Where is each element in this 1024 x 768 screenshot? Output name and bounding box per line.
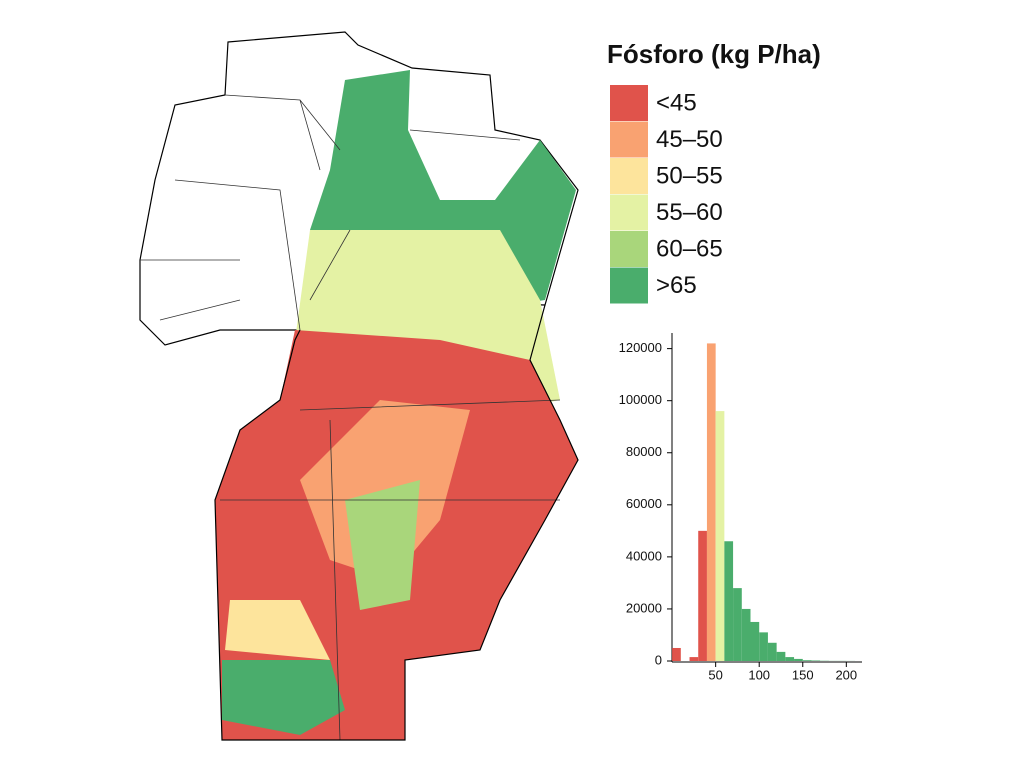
y-tick-label: 20000: [626, 600, 662, 615]
bar: [689, 657, 699, 661]
bar: [715, 411, 725, 661]
x-tick-label: 100: [748, 667, 770, 682]
y-tick-label: 100000: [619, 392, 662, 407]
histogram: 0 20000 40000 60000 80000 100000 120000 50 100 15…: [619, 333, 862, 682]
bar: [741, 608, 751, 661]
legend-label: 60–65: [656, 235, 723, 262]
x-tick-label: 200: [835, 667, 857, 682]
y-tick-label: 80000: [626, 444, 662, 459]
bar: [811, 660, 821, 661]
legend-swatch: [610, 121, 648, 158]
bar: [767, 642, 777, 661]
legend-swatch: [610, 85, 648, 121]
legend-label: >65: [656, 272, 697, 299]
department-lines: [140, 94, 561, 741]
map: [139, 31, 579, 741]
bar: [672, 647, 681, 661]
legend-title: Fósforo (kg P/ha): [607, 39, 821, 69]
legend: <45 45–50 50–55 55–60 60–65 >65: [610, 85, 723, 304]
bar: [706, 343, 716, 661]
bar: [750, 621, 760, 661]
zone-yellow: [225, 600, 330, 660]
bar: [776, 651, 786, 661]
legend-swatch: [610, 231, 648, 267]
x-tick-label: 150: [792, 667, 814, 682]
bar: [802, 660, 812, 661]
legend-label: 45–50: [656, 126, 723, 153]
bar: [698, 530, 707, 661]
bar: [794, 658, 803, 661]
bar: [759, 632, 768, 661]
legend-label: 55–60: [656, 199, 723, 226]
bar: [724, 541, 734, 661]
legend-label: <45: [656, 89, 697, 116]
legend-swatch: [610, 267, 648, 304]
zone-southwest-green: [222, 660, 345, 735]
y-tick-label: 60000: [626, 496, 662, 511]
bar: [785, 657, 795, 661]
zone-center-green: [345, 480, 420, 610]
legend-swatch: [610, 158, 648, 194]
y-tick-label: 40000: [626, 548, 662, 563]
legend-swatch: [610, 194, 648, 231]
province-outline: [214, 304, 579, 741]
legend-label: 50–55: [656, 162, 723, 189]
y-tick-label: 120000: [619, 340, 662, 355]
bar: [733, 588, 742, 661]
x-tick-label: 50: [708, 667, 722, 682]
y-tick-label: 0: [655, 652, 662, 667]
